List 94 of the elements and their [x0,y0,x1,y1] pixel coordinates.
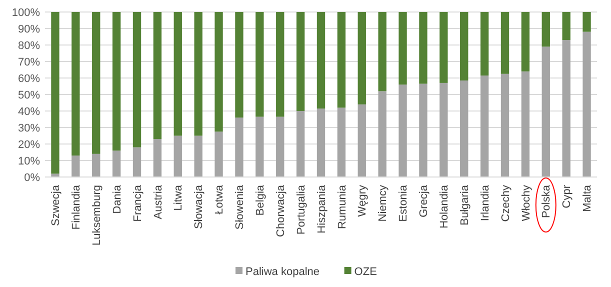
x-tick-label: Malta [582,184,594,212]
bar [582,32,591,177]
bar [460,12,468,80]
bar [276,12,284,117]
x-tick-label: Austria [152,184,164,220]
y-tick-label: 10% [18,155,40,168]
x-tick-label: Dania [111,184,124,214]
x-tick-label: Węgry [356,184,369,217]
bar [521,71,530,177]
bar [358,12,366,104]
bar [112,150,121,177]
bar [500,74,510,177]
bar [419,12,428,84]
bar [214,12,223,132]
legend-label: Paliwa kopalne [246,266,320,278]
y-tick-label: 20% [18,138,40,151]
bar [582,12,591,32]
bar [542,12,550,47]
x-tick-label: Grecja [418,184,430,218]
bar [153,139,162,177]
x-tick-label: Chorwacja [274,184,287,237]
x-tick-label: Estonia [398,184,410,222]
bar [440,12,448,83]
x-tick-label: Luksemburg [90,185,103,246]
x-tick-label: Hiszpania [316,184,328,234]
bar [316,108,326,177]
bar [316,12,326,109]
legend-label: OZE [354,266,377,278]
bar [276,116,284,177]
bar [214,132,223,177]
x-tick-label: Czechy [500,184,512,222]
bar [460,80,468,177]
x-tick-label: Włochy [520,184,532,222]
bar [235,12,244,118]
bar [256,116,264,177]
bar [562,12,570,40]
x-tick-label: Litwa [172,184,185,211]
x-tick-label: Rumunia [336,184,348,230]
y-tick-label: 90% [18,23,40,36]
bar [542,46,550,177]
bar [480,76,489,177]
bar [500,12,510,74]
x-tick-label: Słowenia [234,184,246,230]
bar [337,108,346,177]
bar [92,12,100,154]
bar [398,84,407,177]
bar [132,12,142,148]
bar [440,82,448,177]
bar [174,136,182,177]
bar [235,118,244,177]
x-tick-label: Słowacja [193,184,206,230]
x-tick-label: Szwecja [50,184,62,226]
bar [378,91,386,177]
bar [153,12,162,140]
bar [194,136,202,177]
y-tick-label: 40% [18,106,40,118]
x-tick-label: Francja [132,184,144,222]
bar [521,12,530,72]
bar [132,147,142,177]
y-tick-label: 60% [18,72,40,85]
bar [92,154,100,177]
bar [174,12,182,136]
bar [72,12,80,156]
x-tick-label: Niemcy [377,184,390,222]
y-tick-label: 50% [18,89,40,102]
y-tick-label: 100% [12,6,40,19]
bar [51,12,60,174]
x-tick-label: Irlandia [479,184,492,222]
bar [562,40,570,177]
bar [358,104,366,177]
bar [398,12,407,85]
x-tick-label: Holandia [438,184,451,228]
y-tick-label: 30% [18,122,40,134]
bar [194,12,202,136]
bar [378,12,386,92]
x-tick-label: Cypr [561,184,574,208]
bar [296,111,305,177]
x-tick-label: Łotwa [214,184,226,214]
bar [337,12,346,108]
x-tick-label: Polska [540,184,553,218]
bar [112,12,121,151]
bar [51,174,60,177]
x-tick-label: Portugalia [295,184,308,235]
bar [72,156,80,177]
bar [480,12,489,76]
y-tick-label: 80% [18,40,40,52]
y-tick-label: 0% [24,172,40,184]
x-tick-label: Bułgaria [458,184,471,226]
y-tick-label: 70% [18,56,40,68]
bar [296,12,305,111]
bar [256,12,264,117]
x-tick-label: Belgia [254,184,267,216]
bar [419,84,428,177]
x-tick-label: Finlandia [70,184,83,230]
